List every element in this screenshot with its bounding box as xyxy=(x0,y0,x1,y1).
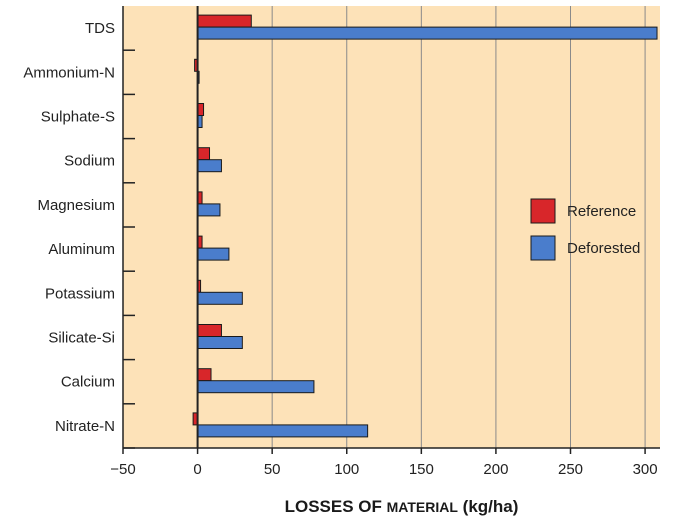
x-axis-title-part-3: (kg/ha) xyxy=(458,497,518,516)
legend: Reference Deforested xyxy=(530,198,640,261)
x-axis-title-part-2: MATERIAL xyxy=(387,499,459,515)
bar-deforested xyxy=(197,26,658,40)
grid-lines xyxy=(271,6,646,448)
x-tick-label: 250 xyxy=(558,461,583,478)
category-label: TDS xyxy=(85,20,115,37)
bar-reference xyxy=(197,368,212,382)
category-label: Sulphate-S xyxy=(41,109,115,126)
x-axis-ticks: −50 0 50 100 150 200 250 300 xyxy=(110,448,658,478)
legend-label: Deforested xyxy=(567,240,640,257)
x-tick-label: 300 xyxy=(633,461,658,478)
bar-deforested xyxy=(197,203,221,217)
category-label: Nitrate-N xyxy=(55,418,115,435)
category-label: Silicate-Si xyxy=(48,330,115,347)
category-label: Aluminum xyxy=(48,241,115,258)
legend-label: Reference xyxy=(567,203,636,220)
category-labels: TDS Ammonium-N Sulphate-S Sodium Magnesium Al… xyxy=(23,20,135,449)
bar-reference xyxy=(197,147,211,161)
bar-deforested xyxy=(197,291,243,305)
x-tick-label: 0 xyxy=(193,461,201,478)
bar-deforested xyxy=(197,380,315,394)
x-tick-label: 200 xyxy=(483,461,508,478)
bar-reference xyxy=(197,14,252,28)
category-label: Magnesium xyxy=(37,197,115,214)
bar-deforested xyxy=(197,247,230,261)
legend-swatch xyxy=(530,235,556,261)
x-tick-label: 50 xyxy=(264,461,281,478)
legend-swatch xyxy=(530,198,556,224)
x-axis-title: LOSSES OF MATERIAL (kg/ha) xyxy=(285,497,519,516)
category-label: Calcium xyxy=(61,374,115,391)
category-label: Ammonium-N xyxy=(23,64,115,81)
x-tick-label: 100 xyxy=(334,461,359,478)
category-label: Potassium xyxy=(45,285,115,302)
category-label: Sodium xyxy=(64,153,115,170)
bar-deforested xyxy=(197,424,369,438)
bar-deforested xyxy=(197,159,222,173)
x-tick-label: 150 xyxy=(409,461,434,478)
x-tick-label: −50 xyxy=(110,461,135,478)
bar-reference xyxy=(197,324,222,337)
x-axis-title-part-1: LOSSES OF xyxy=(285,497,387,516)
bar-deforested xyxy=(197,336,243,349)
